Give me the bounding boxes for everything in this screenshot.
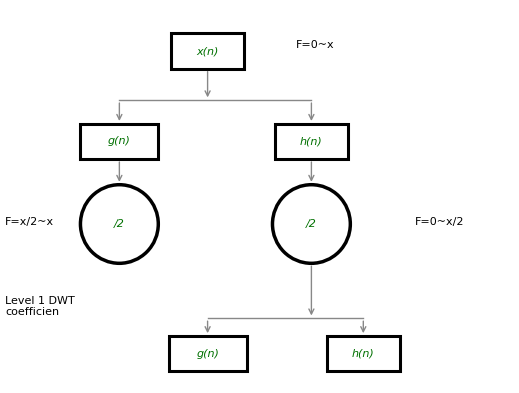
Text: h(n): h(n): [352, 349, 375, 359]
Bar: [171, 33, 244, 69]
Text: h(n): h(n): [300, 136, 323, 147]
Bar: [275, 124, 348, 159]
Text: /2: /2: [114, 219, 125, 229]
Ellipse shape: [272, 185, 350, 263]
Bar: [80, 124, 158, 159]
Bar: [327, 336, 400, 371]
Text: g(n): g(n): [196, 349, 219, 359]
Text: F=0~x: F=0~x: [296, 40, 334, 50]
Text: /2: /2: [306, 219, 317, 229]
Bar: [169, 336, 247, 371]
Text: Level 1 DWT
coefficien: Level 1 DWT coefficien: [5, 296, 75, 317]
Text: F=x/2~x: F=x/2~x: [5, 217, 54, 227]
Text: g(n): g(n): [108, 136, 131, 147]
Text: x(n): x(n): [196, 46, 219, 56]
Text: F=0~x/2: F=0~x/2: [415, 217, 465, 227]
Ellipse shape: [80, 185, 158, 263]
